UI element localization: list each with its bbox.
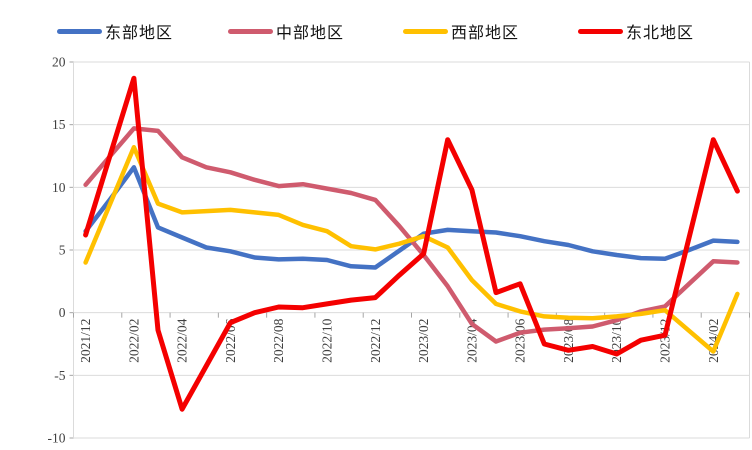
northeast-line-swatch [578, 28, 623, 34]
x-axis-label-2022/08: 2022/08 [271, 318, 286, 363]
y-axis-label-10: 10 [52, 180, 66, 195]
series-line-东北地区 [83, 75, 740, 412]
series-line-西部地区 [83, 144, 740, 354]
y-axis-label-5: 5 [59, 243, 66, 258]
west-line-swatch [403, 28, 448, 34]
legend-item-central: 中部地区 [228, 22, 345, 42]
legend-label-northeast: 东北地区 [626, 25, 695, 42]
legend-label-west: 西部地区 [451, 25, 520, 42]
x-axis-label-2022/02: 2022/02 [126, 319, 141, 363]
central-line-swatch [228, 28, 273, 34]
legend-label-east: 东部地区 [105, 25, 174, 42]
y-axis-label--5: -5 [54, 368, 65, 383]
x-axis-label-2023/08: 2023/08 [561, 318, 576, 363]
y-axis-label--10: -10 [48, 431, 66, 446]
east-line-swatch [57, 28, 102, 34]
x-axis-label-2022/12: 2022/12 [368, 319, 383, 363]
x-axis-label-2023/04: 2023/04 [464, 318, 479, 363]
series-line-中部地区 [83, 126, 740, 344]
y-axis-label-0: 0 [59, 305, 66, 320]
y-axis-label-15: 15 [52, 117, 66, 132]
legend-label-central: 中部地区 [276, 25, 345, 42]
x-axis-label-2022/10: 2022/10 [320, 318, 335, 363]
x-axis-label-2023/06: 2023/06 [513, 318, 528, 363]
series-line-东部地区 [83, 165, 740, 270]
x-axis-label-2024/02: 2024/02 [706, 319, 721, 363]
x-axis-label-2023/02: 2023/02 [416, 319, 431, 363]
x-axis-label-2022/04: 2022/04 [175, 318, 190, 363]
legend-item-east: 东部地区 [57, 22, 174, 42]
y-axis-label-20: 20 [52, 55, 66, 70]
legend-item-northeast: 东北地区 [578, 22, 695, 42]
x-axis-label-2021/12: 2021/12 [78, 319, 93, 363]
legend-item-west: 西部地区 [403, 22, 520, 42]
